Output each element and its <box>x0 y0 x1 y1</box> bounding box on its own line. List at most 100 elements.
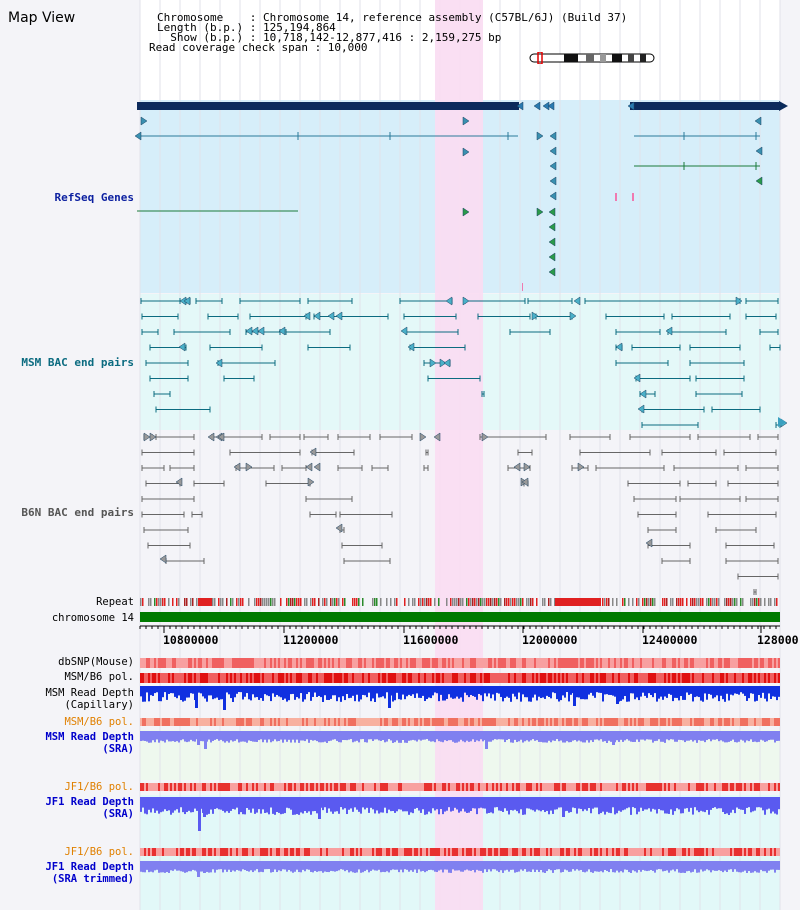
axis-tick-label: 128000 <box>757 633 799 647</box>
depth-spike <box>197 861 200 877</box>
arrow-right-icon <box>140 116 148 126</box>
scroll-right-icon[interactable] <box>779 100 789 112</box>
depth-spike <box>198 797 201 831</box>
depth-spike <box>616 686 619 704</box>
polymorphism-band <box>140 673 780 683</box>
arrow-left-icon <box>548 267 556 277</box>
depth-spike <box>612 731 615 745</box>
arrow-left-icon <box>178 342 186 352</box>
arrow-right-icon <box>481 432 489 442</box>
msm-bac-track <box>140 296 788 428</box>
arrow-right-icon <box>307 477 315 487</box>
arrow-right-icon <box>419 432 427 442</box>
arrow-left-icon <box>513 462 521 472</box>
b6n-bac-track <box>141 432 779 595</box>
dbsnp-label: dbSNP(Mouse) <box>58 656 134 668</box>
arrow-left-icon <box>639 389 647 399</box>
arrow-left-icon <box>335 523 343 533</box>
polymorphism-band <box>140 848 780 856</box>
arrow-left-icon <box>215 358 223 368</box>
depth-spike <box>573 686 576 706</box>
depth-spike <box>203 861 206 873</box>
arrow-left-icon <box>548 237 556 247</box>
arrow-left-icon <box>549 161 557 171</box>
arrow-left-icon <box>305 462 313 472</box>
arrow-left-icon <box>313 311 321 321</box>
refseq-genes-track <box>134 101 780 291</box>
arrow-left-icon <box>645 538 653 548</box>
arrow-left-icon <box>633 373 641 383</box>
arrow-left-icon <box>548 222 556 232</box>
arrow-right-icon <box>462 296 470 306</box>
polymorphism-band <box>140 718 780 726</box>
axis-tick-label: 11200000 <box>283 633 339 647</box>
arrow-left-icon <box>313 462 321 472</box>
depth-spike <box>562 797 565 817</box>
arrow-left-icon <box>755 176 763 186</box>
arrow-left-icon <box>637 404 645 414</box>
msm-bac-label: MSM BAC end pairs <box>21 356 134 369</box>
arrow-left-icon <box>533 101 541 111</box>
chromosome-info: Chromosome : Chromosome 14, reference as… <box>157 11 628 24</box>
arrow-left-icon <box>175 477 183 487</box>
msm-b6-pol-label: MSM/B6 pol. <box>64 671 134 683</box>
selected-region-highlight <box>435 0 483 910</box>
refseq-genes-label: RefSeq Genes <box>54 191 134 204</box>
arrow-right-icon <box>462 207 470 217</box>
arrow-left-icon <box>549 146 557 156</box>
axis-tick-label: 10800000 <box>163 633 219 647</box>
msm-read-depth-cap-label: MSM Read Depth <box>45 687 134 699</box>
coverage-span-info: Read coverage check span : 10,000 <box>149 41 368 54</box>
arrow-left-icon <box>278 326 286 336</box>
arrow-left-icon <box>548 207 556 217</box>
arrow-left-icon <box>549 191 557 201</box>
arrow-left-icon <box>665 326 673 336</box>
repeat-label: Repeat <box>96 596 134 608</box>
arrow-right-icon <box>536 131 544 141</box>
jf1-read-depth-sra-sublabel: (SRA) <box>102 808 134 820</box>
arrow-right-icon <box>536 207 544 217</box>
arrow-left-icon <box>521 477 529 487</box>
depth-spike <box>485 731 488 749</box>
variation-tracks <box>140 658 780 877</box>
chromosome-ideogram[interactable] <box>528 52 658 64</box>
arrow-left-icon <box>134 131 142 141</box>
arrow-left-icon <box>445 296 453 306</box>
arrow-left-icon <box>327 311 335 321</box>
arrow-left-icon <box>549 176 557 186</box>
arrow-left-icon <box>547 101 555 111</box>
arrow-left-icon <box>309 447 317 457</box>
gene-span <box>137 102 519 110</box>
arrow-left-icon <box>615 342 623 352</box>
jf1-b6-pol-label: JF1/B6 pol. <box>64 781 134 793</box>
arrow-left-icon <box>207 432 215 442</box>
arrow-right-icon <box>462 116 470 126</box>
arrow-left-icon <box>443 358 451 368</box>
arrow-right-icon <box>429 358 437 368</box>
msm-b6-pol-label-2: MSM/B6 pol. <box>64 716 134 728</box>
msm-read-depth-sra-sublabel: (SRA) <box>102 743 134 755</box>
jf1-read-depth-trim-sublabel: (SRA trimmed) <box>51 873 134 885</box>
depth-spike <box>204 731 207 749</box>
msm-read-depth-cap-sublabel: (Capillary) <box>64 699 134 711</box>
arrow-left-icon <box>433 432 441 442</box>
arrow-right-icon <box>531 311 539 321</box>
arrow-right-icon <box>577 462 585 472</box>
arrow-left-icon <box>303 311 311 321</box>
arrow-left-icon <box>400 326 408 336</box>
chromosome-bar <box>140 612 780 622</box>
repeat-track <box>140 598 778 606</box>
arrow-left-icon <box>217 432 225 442</box>
axis-tick-label: 12000000 <box>522 633 578 647</box>
arrow-left-icon <box>573 296 581 306</box>
position-axis <box>139 625 780 633</box>
axis-tick-label: 11600000 <box>403 633 459 647</box>
gene-span <box>630 102 780 110</box>
arrow-left-icon <box>251 326 259 336</box>
depth-spike <box>195 686 198 708</box>
depth-spike <box>388 686 391 708</box>
scroll-right-icon[interactable] <box>778 416 788 428</box>
arrow-left-icon <box>159 554 167 564</box>
arrow-right-icon <box>143 432 151 442</box>
